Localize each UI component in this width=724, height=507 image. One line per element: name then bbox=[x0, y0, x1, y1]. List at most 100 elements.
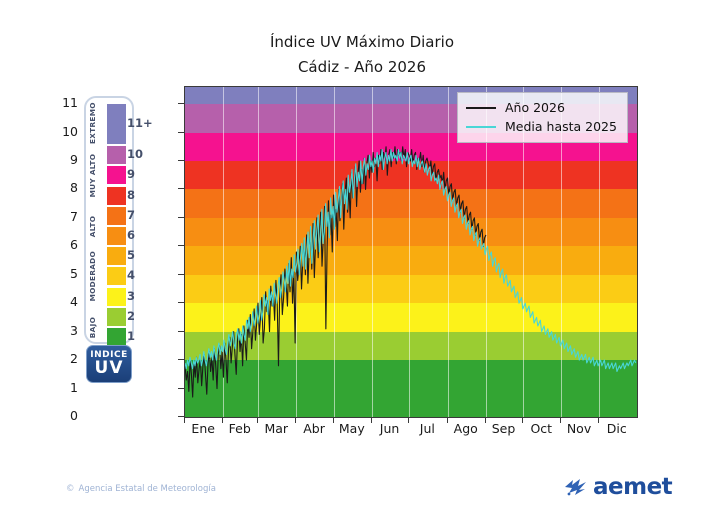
x-tick-label-abr: Abr bbox=[303, 421, 325, 436]
uv-scale-swatch-5 bbox=[107, 247, 126, 266]
uv-scale-number-8: 8 bbox=[127, 187, 136, 202]
aemet-bird-icon bbox=[565, 479, 586, 496]
plot-area bbox=[184, 86, 638, 418]
uv-scale-number-2: 2 bbox=[127, 308, 136, 323]
y-tick-mark-8 bbox=[178, 188, 184, 190]
uv-scale-swatch-10 bbox=[107, 146, 126, 165]
uv-scale-category-bajo: BAJO bbox=[88, 316, 97, 338]
uv-scale-category-muy-alto: MUY ALTO bbox=[88, 153, 97, 198]
y-tick-mark-0 bbox=[178, 416, 184, 417]
gridline-ago bbox=[447, 87, 449, 417]
page-subtitle: Cádiz - Año 2026 bbox=[297, 58, 427, 76]
x-tick-mark-oct bbox=[522, 418, 524, 423]
x-tick-label-oct: Oct bbox=[530, 421, 553, 436]
uv-scale-category-alto: ALTO bbox=[88, 215, 97, 237]
y-tick-mark-7 bbox=[178, 216, 184, 218]
x-tick-label-ago: Ago bbox=[453, 421, 478, 436]
chart-legend: Año 2026 Media hasta 2025 bbox=[457, 92, 628, 143]
copyright-text: Agencia Estatal de Meteorología bbox=[78, 484, 216, 494]
gridline-nov bbox=[561, 87, 563, 417]
copyright-icon: © bbox=[66, 484, 75, 494]
y-tick-label-1: 1 bbox=[70, 379, 78, 395]
y-tick-label-0: 0 bbox=[70, 408, 78, 423]
x-tick-label-may: May bbox=[338, 421, 365, 436]
y-tick-label-9: 9 bbox=[70, 151, 78, 167]
x-tick-mark-ene bbox=[184, 418, 185, 423]
gridline-jul bbox=[409, 87, 411, 417]
x-tick-label-jul: Jul bbox=[419, 421, 435, 436]
uv-index-scale: 11+ 10 9 8 7 6 5 4 3 2 1 BAJO MODERADO ALTO MUY ALTO EX… bbox=[84, 96, 153, 346]
gridline-feb bbox=[223, 87, 225, 417]
uv-scale-swatch-9 bbox=[107, 166, 126, 185]
gridline-dic bbox=[598, 87, 600, 417]
x-tick-mark-sep bbox=[484, 418, 486, 423]
uv-logo-top-text: INDICE bbox=[90, 350, 128, 360]
y-tick-mark-10 bbox=[178, 131, 184, 133]
y-tick-mark-5 bbox=[178, 273, 184, 275]
y-tick-label-2: 2 bbox=[70, 351, 78, 367]
legend-swatch-observed bbox=[466, 106, 496, 109]
chart-title: Índice UV Máximo Diario Cádiz - Año 2026 bbox=[0, 30, 724, 80]
uv-scale-number-11plus: 11+ bbox=[127, 116, 153, 130]
y-tick-label-10: 10 bbox=[62, 123, 78, 139]
page-title: Índice UV Máximo Diario bbox=[269, 33, 455, 51]
gridline-jun bbox=[371, 87, 373, 417]
y-tick-mark-1 bbox=[178, 387, 184, 389]
y-tick-mark-3 bbox=[178, 330, 184, 332]
x-tick-label-jun: Jun bbox=[379, 421, 400, 436]
y-tick-mark-6 bbox=[178, 245, 184, 247]
legend-swatch-mean bbox=[466, 125, 496, 128]
uv-scale-category-extremo: EXTREMO bbox=[88, 102, 97, 144]
y-tick-mark-2 bbox=[178, 359, 184, 361]
uv-scale-swatch-3 bbox=[107, 287, 126, 306]
uv-scale-number-7: 7 bbox=[127, 207, 136, 222]
copyright-notice: © Agencia Estatal de Meteorología bbox=[66, 484, 216, 494]
gridline-mar bbox=[258, 87, 260, 417]
x-tick-mark-jun bbox=[370, 418, 372, 423]
uv-scale-number-1: 1 bbox=[127, 329, 136, 343]
uv-logo-bottom-text: UV bbox=[94, 358, 124, 378]
aemet-wordmark: aemet bbox=[593, 474, 673, 500]
y-tick-label-5: 5 bbox=[70, 265, 78, 281]
uv-scale-category-moderado: MODERADO bbox=[88, 251, 97, 302]
uv-scale-number-3: 3 bbox=[127, 288, 136, 303]
y-tick-label-4: 4 bbox=[70, 294, 78, 310]
aemet-logo: aemet bbox=[563, 474, 673, 500]
y-tick-mark-4 bbox=[178, 302, 184, 304]
x-tick-mark-feb bbox=[222, 418, 224, 423]
y-tick-label-7: 7 bbox=[70, 208, 78, 224]
x-tick-mark-mar bbox=[257, 418, 259, 423]
legend-label-observed: Año 2026 bbox=[505, 100, 565, 115]
legend-item-mean: Media hasta 2025 bbox=[466, 117, 617, 136]
x-tick-label-sep: Sep bbox=[491, 421, 516, 436]
series-plot bbox=[185, 87, 637, 417]
uv-scale-number-9: 9 bbox=[127, 167, 136, 182]
uv-index-logo: INDICE UV bbox=[86, 345, 132, 383]
y-tick-label-8: 8 bbox=[70, 180, 78, 196]
x-tick-mark-abr bbox=[295, 418, 297, 423]
uv-scale-swatch-4 bbox=[107, 267, 126, 286]
uv-scale-number-10: 10 bbox=[127, 147, 144, 162]
x-tick-label-nov: Nov bbox=[566, 421, 592, 436]
y-tick-label-3: 3 bbox=[70, 322, 78, 338]
x-tick-label-dic: Dic bbox=[606, 421, 627, 436]
gridline-may bbox=[333, 87, 335, 417]
y-tick-mark-11 bbox=[178, 103, 184, 105]
x-tick-mark-nov bbox=[560, 418, 562, 423]
x-tick-mark-ago bbox=[446, 418, 448, 423]
gridline-sep bbox=[485, 87, 487, 417]
x-tick-mark-jul bbox=[408, 418, 410, 423]
x-tick-mark-may bbox=[332, 418, 334, 423]
uv-scale-swatch-11plus bbox=[107, 104, 126, 144]
uv-scale-number-5: 5 bbox=[127, 248, 136, 263]
uv-scale-swatch-6 bbox=[107, 227, 126, 245]
uv-scale-swatch-1 bbox=[107, 328, 126, 346]
y-tick-label-6: 6 bbox=[70, 237, 78, 253]
uv-scale-number-6: 6 bbox=[127, 228, 136, 242]
x-tick-label-mar: Mar bbox=[264, 421, 289, 436]
y-tick-label-11: 11 bbox=[62, 95, 78, 111]
uv-scale-number-4: 4 bbox=[127, 268, 136, 283]
x-tick-label-ene: Ene bbox=[191, 421, 215, 436]
gridline-oct bbox=[523, 87, 525, 417]
legend-item-observed: Año 2026 bbox=[466, 98, 617, 117]
